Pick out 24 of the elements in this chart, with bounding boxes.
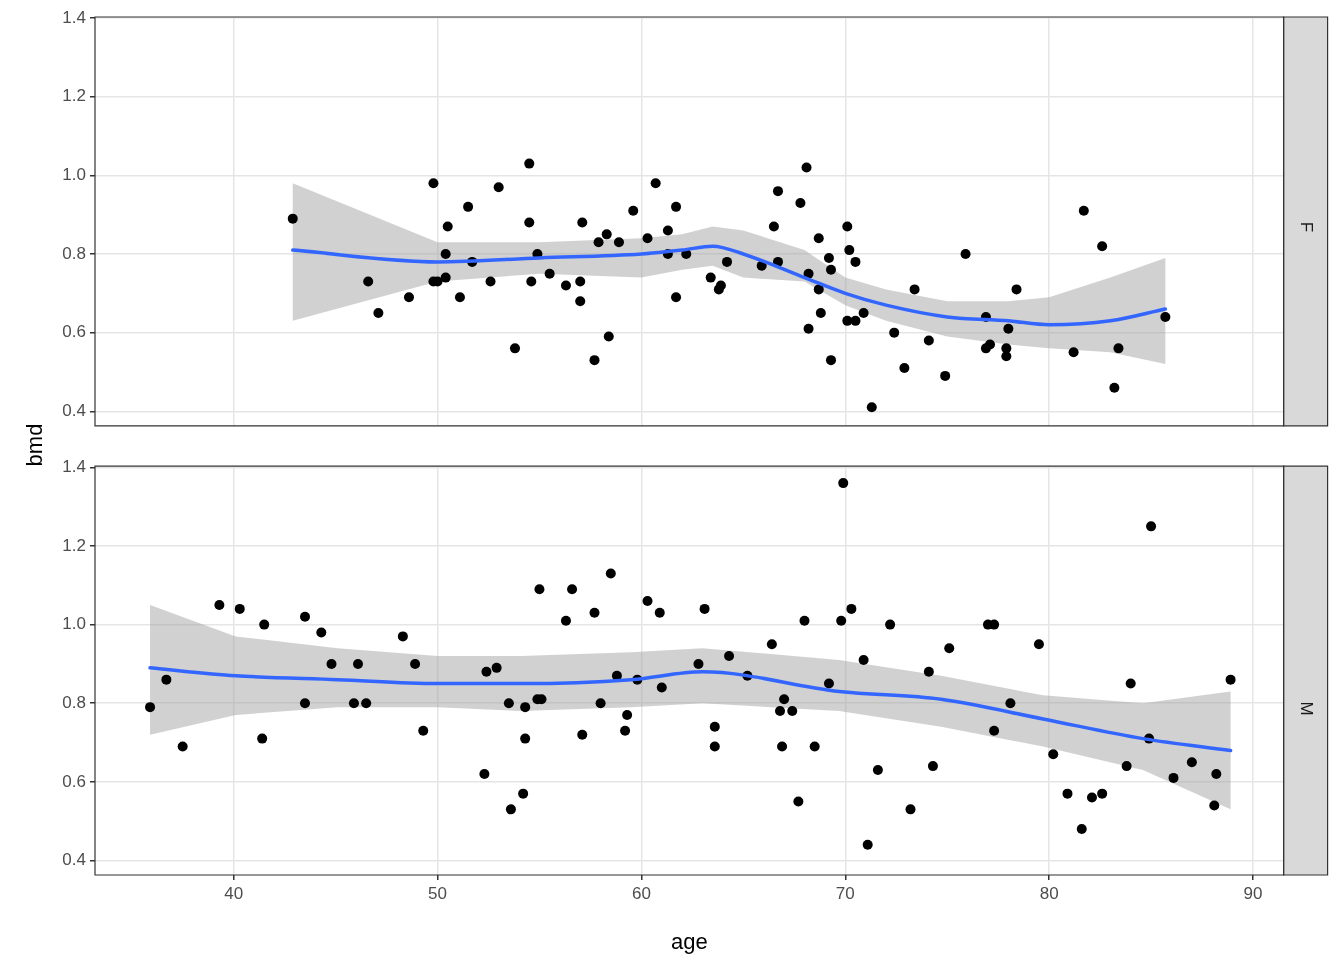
y-tick-label: 0.6	[62, 771, 86, 791]
y2-axis-title: F	[1297, 221, 1317, 233]
y-tick-label: 1.2	[62, 535, 86, 555]
y2-axis-title: M	[1297, 701, 1317, 716]
x-tick-label: 60	[631, 883, 651, 903]
x-axis-title: age	[670, 928, 708, 954]
x-tick-label: 70	[835, 883, 855, 903]
x-tick-label: 90	[1243, 883, 1263, 903]
x-tick-label: 80	[1039, 883, 1059, 903]
y-tick-label: 1.2	[62, 86, 86, 106]
y-tick-label: 0.4	[62, 400, 86, 420]
y-axis-title: bmd	[22, 423, 49, 467]
x-tick-label: 50	[428, 883, 447, 903]
y-tick-label: 0.8	[62, 243, 86, 263]
y-tick-label: 0.8	[62, 692, 86, 712]
y-tick-label: 0.6	[62, 322, 86, 342]
x-tick-label: 40	[224, 883, 244, 903]
y-tick-label: 0.4	[62, 850, 86, 870]
line-series	[291, 244, 1168, 327]
y-tick-label: 1.0	[62, 614, 86, 634]
y-tick-label: 1.4	[62, 457, 86, 477]
y-tick-label: 1.4	[62, 7, 86, 27]
line-series	[148, 666, 1233, 753]
y-tick-label: 1.0	[62, 165, 86, 185]
